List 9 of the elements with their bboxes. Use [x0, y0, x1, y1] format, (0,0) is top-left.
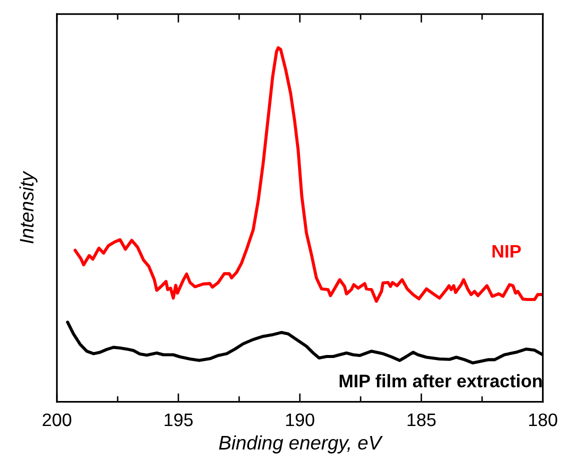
x-tick-label: 200 — [42, 413, 72, 426]
x-tick-label: 195 — [164, 413, 193, 426]
x-tick-label: 185 — [408, 413, 436, 426]
x-axis-title: Binding energy, eV — [219, 435, 383, 454]
y-axis-title: Intensity — [19, 170, 38, 244]
x-tick-label: 180 — [529, 413, 558, 426]
x-tick-label: 190 — [286, 413, 314, 426]
series-label: NIP — [492, 245, 521, 258]
series-label: MIP film after extraction — [340, 374, 542, 388]
